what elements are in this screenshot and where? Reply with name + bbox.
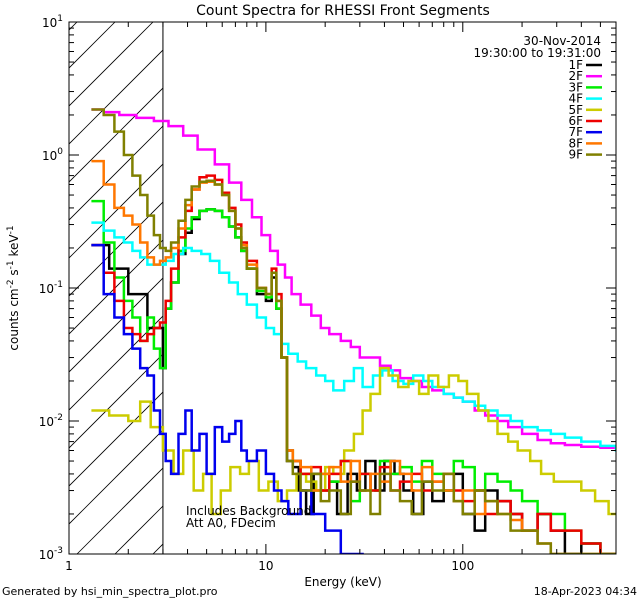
footer-timestamp: 18-Apr-2023 04:34	[534, 585, 637, 598]
series-line-2F	[91, 108, 616, 449]
annotation-attenuator: Att A0, FDecim	[186, 516, 276, 530]
legend-time-range: 19:30:00 to 19:31:00	[474, 46, 601, 60]
x-tick-label: 1	[65, 559, 73, 573]
series-line-6F	[91, 174, 616, 554]
y-tick-label: 10-1	[39, 280, 63, 296]
legend-label-4F: 4F	[568, 92, 583, 106]
footer-generator: Generated by hsi_min_spectra_plot.pro	[2, 585, 218, 598]
x-axis-label: Energy (keV)	[304, 575, 381, 589]
legend-label-7F: 7F	[568, 125, 583, 139]
series-line-5F	[91, 366, 616, 516]
annotation-background: Includes Background	[186, 504, 311, 518]
y-tick-label: 10-3	[39, 546, 63, 562]
series-layer	[91, 108, 616, 554]
hatch-line	[0, 22, 1, 554]
series-line-8F	[91, 159, 616, 554]
y-tick-label: 100	[42, 147, 63, 163]
hatch-line	[69, 49, 163, 145]
legend-label-2F: 2F	[568, 69, 583, 83]
y-tick-label: 10-2	[39, 413, 63, 429]
legend-label-3F: 3F	[568, 80, 583, 94]
x-tick-label: 100	[451, 559, 474, 573]
legend-date: 30-Nov-2014	[523, 34, 601, 48]
x-axis: 1 10 100	[65, 22, 617, 573]
hatch-line	[69, 87, 163, 183]
legend-label-5F: 5F	[568, 103, 583, 117]
hatch-line	[69, 391, 163, 487]
legend-label-6F: 6F	[568, 114, 583, 128]
hatch-line	[69, 277, 163, 373]
legend-label-8F: 8F	[568, 136, 583, 150]
series-line-7F	[91, 243, 364, 554]
legend: 30-Nov-2014 19:30:00 to 19:31:00 1F2F3F4…	[474, 34, 602, 162]
y-axis: 101 100 10-1 10-2 10-3	[39, 14, 616, 562]
chart-title: Count Spectra for RHESSI Front Segments	[196, 3, 490, 19]
legend-label-1F: 1F	[568, 58, 583, 72]
y-axis-label: counts cm-2 s-1 keV-1	[6, 225, 21, 350]
legend-label-9F: 9F	[568, 148, 583, 162]
x-tick-label: 10	[258, 559, 273, 573]
y-tick-label: 101	[42, 14, 63, 30]
series-line-9F	[91, 108, 616, 554]
hatch-line	[69, 429, 163, 525]
series-line-4F	[91, 221, 616, 452]
